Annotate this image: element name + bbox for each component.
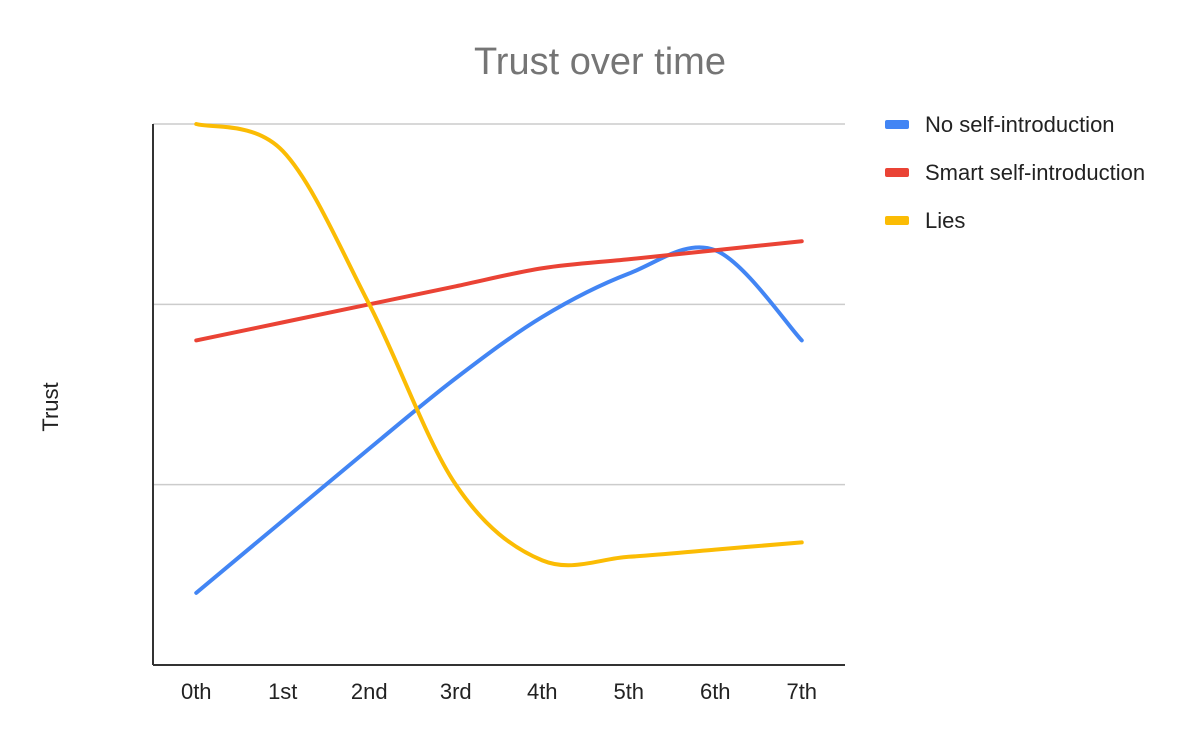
x-tick-label: 4th (527, 679, 558, 704)
series-lines (194, 122, 804, 595)
x-tick-label: 3rd (440, 679, 472, 704)
x-tick-label: 5th (613, 679, 644, 704)
legend-swatch (885, 216, 909, 225)
legend-item: Smart self-introduction (885, 160, 1145, 185)
legend-item: No self-introduction (885, 112, 1115, 137)
legend-swatch (885, 120, 909, 129)
gridlines (153, 123, 845, 486)
series-line-no-self-introduction (194, 245, 804, 595)
y-axis-label: Trust (38, 382, 63, 431)
x-tick-label: 6th (700, 679, 731, 704)
legend-swatch (885, 168, 909, 177)
legend-label: Lies (925, 208, 965, 233)
x-tick-label: 1st (268, 679, 297, 704)
x-tick-label: 7th (786, 679, 817, 704)
series-line-smart-self-introduction (194, 239, 804, 343)
legend-label: Smart self-introduction (925, 160, 1145, 185)
x-axis-ticks: 0th 1st 2nd 3rd 4th 5th 6th 7th (181, 679, 817, 704)
chart-title: Trust over time (474, 41, 726, 83)
x-tick-label: 0th (181, 679, 212, 704)
series-line-lies (194, 122, 804, 568)
axes (152, 124, 845, 666)
legend-item: Lies (885, 208, 965, 233)
legend: No self-introduction Smart self-introduct… (885, 112, 1145, 233)
legend-label: No self-introduction (925, 112, 1115, 137)
x-tick-label: 2nd (351, 679, 388, 704)
